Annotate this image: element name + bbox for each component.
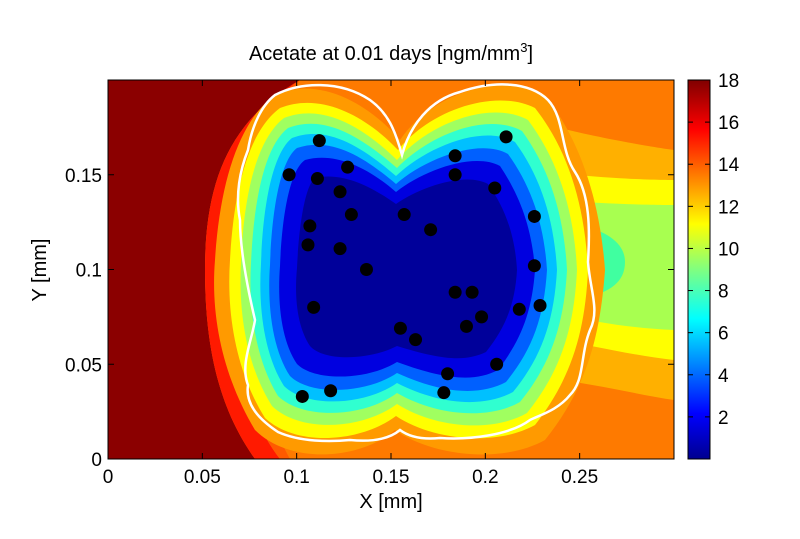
data-point [448, 285, 462, 299]
data-point [448, 149, 462, 163]
colorbar [687, 79, 711, 460]
colorbar-tick-label: 12 [718, 197, 739, 218]
colorbar-tick-label: 6 [718, 324, 729, 345]
data-point [303, 219, 317, 233]
colorbar-ticks: 2 4 6 8 10 12 14 16 18 [688, 71, 740, 429]
contour-band-18 [108, 80, 300, 459]
chart-title-superscript: 3 [520, 40, 527, 55]
data-point [282, 168, 296, 182]
plot-area [108, 80, 674, 459]
data-point [324, 384, 338, 398]
y-tick-label: 0.1 [76, 261, 102, 282]
chart-title-suffix: ] [527, 43, 533, 65]
data-point [465, 285, 479, 299]
data-point [301, 238, 315, 252]
data-point [409, 333, 423, 347]
data-point [312, 134, 326, 148]
data-point [295, 389, 309, 403]
data-point [475, 310, 489, 324]
colorbar-tick-label: 18 [718, 71, 739, 92]
data-point [527, 209, 541, 223]
x-tick-label: 0.1 [283, 467, 309, 488]
colorbar-tick-label: 2 [718, 408, 729, 429]
x-axis: 0 0.05 0.1 0.15 0.2 0.25 [103, 80, 598, 488]
data-point [333, 185, 347, 199]
data-point [459, 319, 473, 333]
x-axis-label: X [mm] [359, 491, 422, 513]
data-point [488, 181, 502, 195]
data-point [344, 208, 358, 222]
colorbar-tick-label: 4 [718, 366, 729, 387]
data-point [512, 302, 526, 316]
colorbar-tick-label: 16 [718, 113, 739, 134]
chart-title-main: Acetate at 0.01 days [ngm/mm [249, 43, 520, 65]
data-point [448, 168, 462, 182]
data-point [397, 208, 411, 222]
chart-title: Acetate at 0.01 days [ngm/mm3] [249, 40, 533, 65]
data-point [490, 357, 504, 371]
contour-band-1 [296, 176, 517, 359]
boundary-curve [236, 83, 596, 443]
x-tick-label: 0.25 [561, 467, 598, 488]
data-point [441, 367, 455, 381]
data-point [307, 300, 321, 314]
colorbar-tick-label: 8 [718, 282, 729, 303]
data-point [341, 160, 355, 174]
y-tick-label: 0 [91, 450, 102, 471]
x-tick-label: 0 [103, 467, 114, 488]
data-point [437, 386, 451, 400]
x-tick-label: 0.05 [184, 467, 221, 488]
data-point [310, 172, 324, 186]
y-tick-label: 0.15 [65, 166, 102, 187]
y-axis-label: Y [mm] [29, 239, 51, 302]
x-tick-label: 0.2 [472, 467, 498, 488]
colorbar-tick-label: 14 [718, 155, 740, 176]
y-tick-label: 0.05 [65, 355, 102, 376]
data-point [527, 259, 541, 273]
data-point [424, 223, 438, 237]
data-point [533, 299, 547, 313]
data-point [333, 242, 347, 256]
colorbar-tick-label: 10 [718, 239, 739, 260]
x-tick-label: 0.15 [373, 467, 410, 488]
y-axis: 0 0.05 0.1 0.15 [65, 166, 674, 471]
data-points [282, 130, 547, 403]
data-point [499, 130, 513, 144]
data-point [359, 263, 373, 276]
data-point [393, 321, 407, 335]
